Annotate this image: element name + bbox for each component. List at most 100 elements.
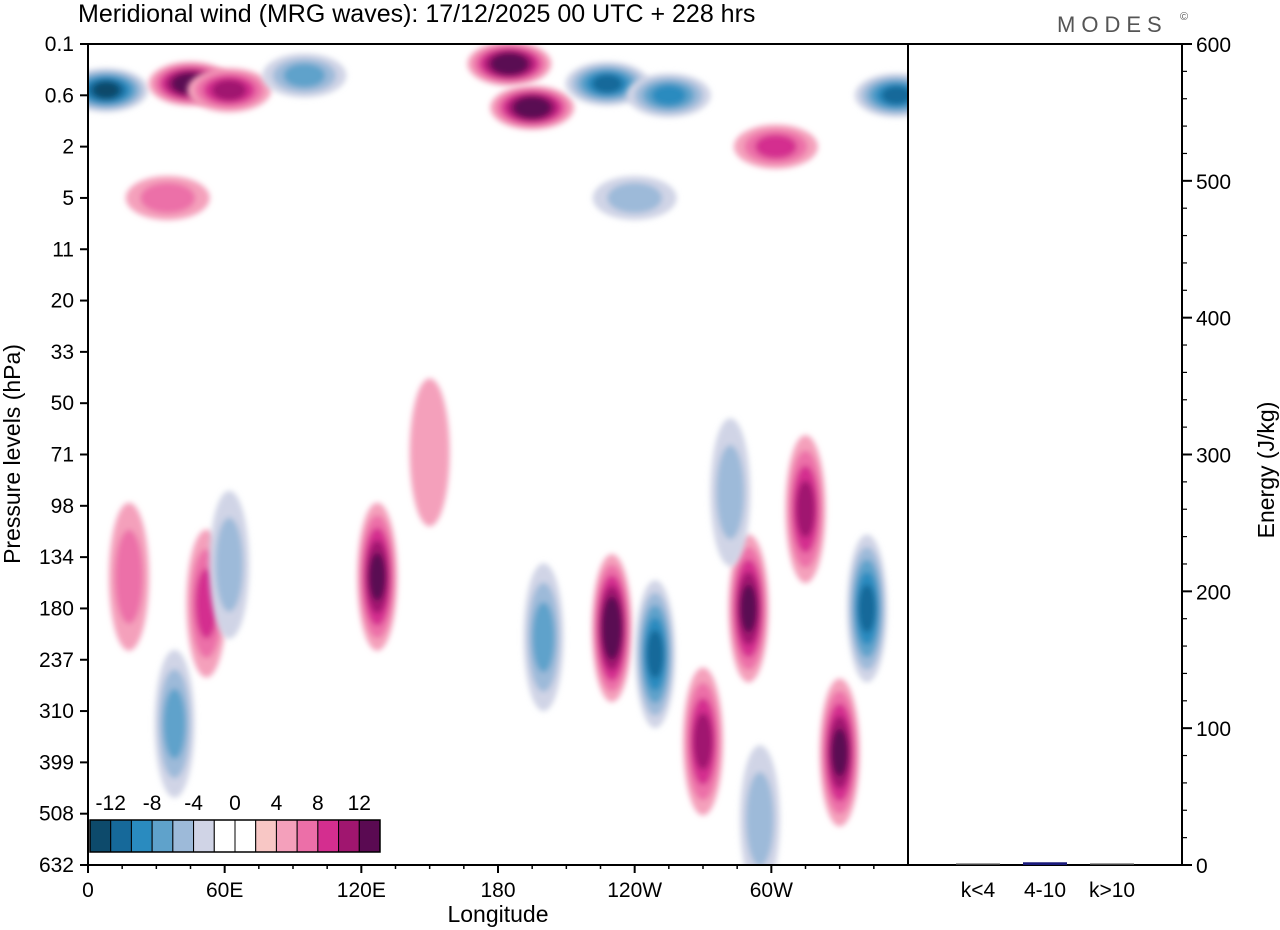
- wind-anomaly-negative-7: [626, 73, 711, 118]
- wind-anomaly-positive-10: [125, 175, 210, 220]
- logo-mark: ©: [1180, 11, 1188, 23]
- energy-x-axis: k<4 4-10 k>10: [961, 879, 1135, 902]
- wind-anomaly-negative-11: [592, 175, 677, 220]
- anomaly-contour: [755, 134, 797, 159]
- colorbar-swatch: [358, 819, 381, 853]
- wind-anomaly-negative-26: [739, 745, 780, 865]
- y-tick-label: 50: [51, 392, 74, 415]
- energy-tick-label: 400: [1196, 308, 1231, 331]
- energy-tick-label: 600: [1196, 34, 1231, 57]
- colorbar-swatch: [317, 819, 340, 853]
- heatmap-x-axis: 0 60E 120E 180 120W 60W: [82, 865, 875, 902]
- energy-bar: [956, 863, 1000, 865]
- wind-anomaly-positive-4: [467, 44, 552, 86]
- colorbar-swatch: [193, 819, 215, 853]
- wind-anomaly-positive-21: [728, 534, 769, 683]
- y-tick-label: 5: [62, 187, 74, 210]
- wind-anomaly-positive-16: [357, 502, 398, 651]
- modes-logo: MODES: [1057, 12, 1168, 37]
- anomaly-contour: [604, 607, 620, 650]
- anomaly-contour: [409, 378, 450, 527]
- anomaly-contour: [858, 584, 876, 633]
- energy-y-axis: 0 100 200 300 400 500 600: [1182, 34, 1231, 878]
- colorbar-label: 4: [271, 792, 283, 815]
- energy-category-label: 4-10: [1024, 879, 1066, 902]
- y-tick-label: 20: [51, 290, 74, 313]
- anomaly-contour: [716, 445, 745, 540]
- colorbar-label: -12: [96, 792, 126, 815]
- y-tick-label: 508: [39, 803, 74, 826]
- anomaly-contour: [646, 630, 664, 679]
- wind-anomaly-positive-12: [109, 502, 149, 651]
- anomaly-contour: [212, 79, 247, 101]
- colorbar-label: -4: [184, 792, 203, 815]
- y-tick-label: 98: [51, 495, 74, 518]
- y-tick-label: 632: [39, 854, 74, 877]
- wind-anomaly-positive-25: [819, 678, 860, 827]
- y-tick-label: 237: [39, 649, 74, 672]
- energy-bars: [956, 862, 1134, 865]
- chart-title: Meridional wind (MRG waves): 17/12/2025 …: [78, 0, 755, 28]
- anomaly-contour: [739, 584, 758, 633]
- colorbar-frame: [89, 819, 381, 853]
- colorbar-swatch: [151, 819, 174, 853]
- anomaly-contour: [532, 602, 555, 673]
- wind-anomaly-negative-19: [635, 580, 676, 729]
- wind-anomaly-negative-17: [523, 563, 564, 712]
- colorbar-label: -8: [143, 792, 162, 815]
- energy-tick-label: 300: [1196, 445, 1231, 468]
- energy-tick-label: 500: [1196, 171, 1231, 194]
- energy-category-label: k<4: [961, 879, 996, 902]
- colorbar-swatch: [213, 819, 236, 853]
- anomaly-contour: [831, 728, 849, 777]
- anomaly-contour: [368, 552, 386, 601]
- wind-anomaly-positive-27: [409, 378, 450, 527]
- x-tick-label: 120W: [607, 879, 662, 902]
- wind-anomaly-positive-18: [591, 554, 632, 703]
- wind-anomaly-negative-15: [154, 649, 195, 798]
- anomaly-contour: [215, 517, 244, 612]
- wind-anomaly-positive-20: [683, 667, 723, 816]
- y-tick-label: 33: [51, 341, 74, 364]
- wind-anomaly-positive-5: [490, 85, 575, 130]
- colorbar-swatch: [338, 819, 360, 853]
- wind-anomaly-positive-23: [785, 435, 826, 584]
- energy-bar: [1090, 863, 1134, 865]
- heatmap-plot: [88, 44, 908, 865]
- x-tick-label: 60E: [206, 879, 243, 902]
- anomaly-contour: [163, 688, 186, 759]
- energy-category-label: k>10: [1089, 879, 1135, 902]
- wind-anomaly-negative-9: [854, 73, 908, 118]
- energy-axis-label: Energy (J/kg): [1253, 402, 1279, 539]
- anomaly-contour: [140, 182, 196, 214]
- energy-tick-label: 200: [1196, 581, 1231, 604]
- x-axis-label: Longitude: [447, 901, 548, 927]
- x-tick-label: 180: [480, 879, 515, 902]
- anomaly-contour: [881, 86, 908, 105]
- anomaly-contour: [746, 772, 774, 865]
- colorbar-swatch: [172, 819, 195, 853]
- y-tick-label: 2: [62, 136, 74, 159]
- heatmap-y-axis: 0.1 0.6 2 5 11 20 33 50 71 98 134 180 237 310 399 508 63…: [39, 33, 88, 877]
- wind-anomaly-negative-24: [847, 534, 887, 683]
- wind-anomaly-positive-2: [187, 68, 272, 113]
- anomaly-contour: [283, 63, 326, 88]
- anomaly-contour: [607, 182, 663, 214]
- x-tick-label: 0: [82, 879, 94, 902]
- anomaly-contour: [496, 55, 523, 73]
- y-tick-label: 310: [39, 700, 74, 723]
- colorbar-swatch: [275, 819, 298, 853]
- y-tick-label: 11: [52, 238, 74, 261]
- colorbar-swatch: [89, 819, 112, 853]
- anomaly-contour: [651, 85, 687, 106]
- anomaly-contour: [518, 99, 546, 116]
- wind-anomaly-negative-0: [88, 68, 149, 113]
- colorbar-legend: -12 -8 -4 0 4 8 12: [89, 792, 381, 853]
- wind-anomaly-negative-14: [209, 490, 250, 639]
- y-tick-label: 0.1: [45, 33, 74, 56]
- y-tick-label: 399: [39, 751, 74, 774]
- energy-frame: [907, 43, 1183, 866]
- wind-anomaly-negative-3: [262, 53, 347, 98]
- energy-bar: [1023, 862, 1067, 865]
